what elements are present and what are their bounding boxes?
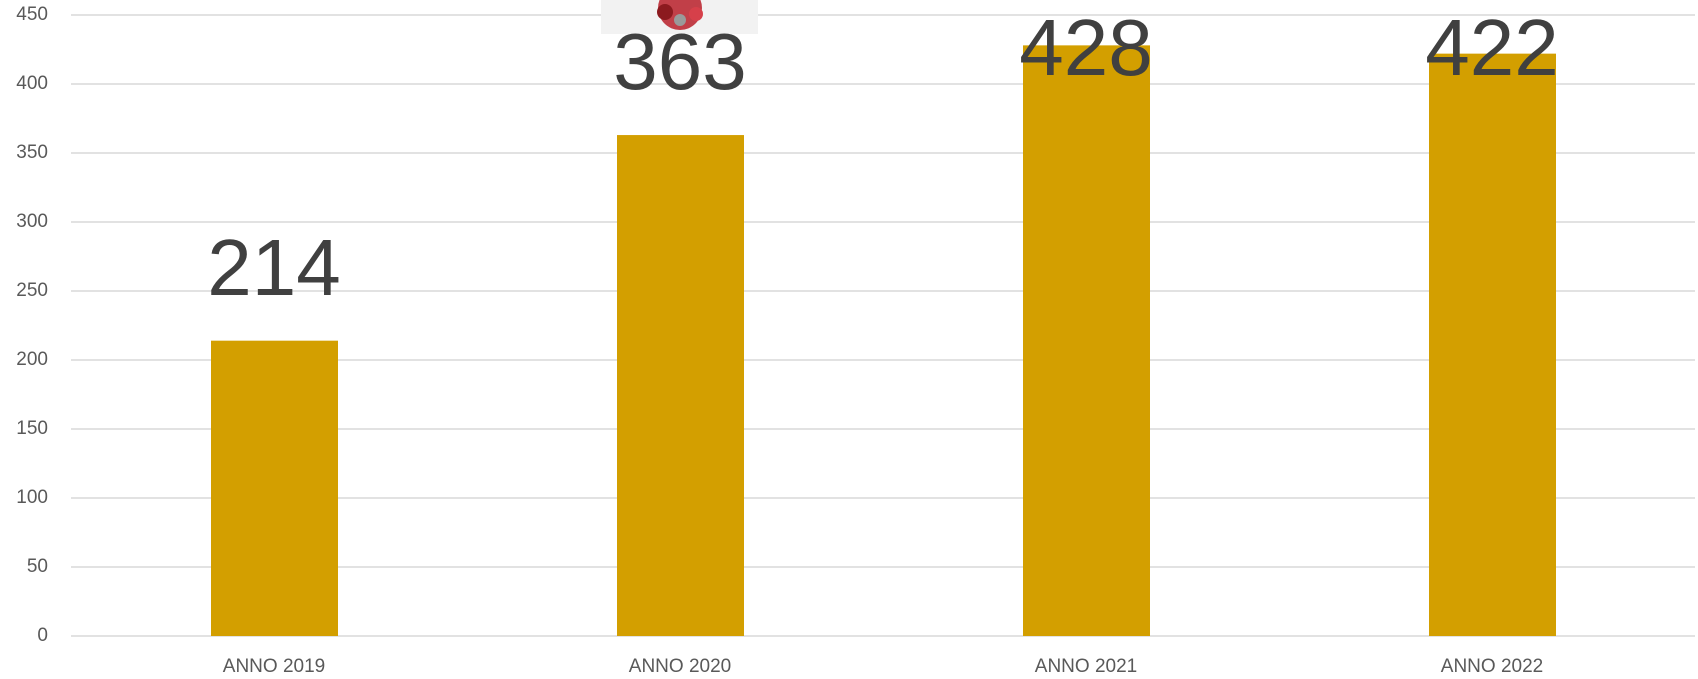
x-tick-label: ANNO 2020 bbox=[629, 656, 731, 677]
bar bbox=[1023, 45, 1150, 637]
bar bbox=[211, 340, 338, 636]
bar bbox=[617, 135, 744, 636]
virus-image bbox=[601, 0, 758, 34]
bar bbox=[1429, 53, 1556, 636]
y-tick-label: 250 bbox=[16, 280, 48, 301]
value-label: 363 bbox=[613, 17, 746, 106]
y-tick-label: 400 bbox=[16, 73, 48, 94]
x-tick-label: ANNO 2019 bbox=[223, 656, 325, 677]
y-tick-label: 50 bbox=[27, 556, 48, 577]
value-label: 214 bbox=[207, 223, 340, 312]
value-label: 428 bbox=[1019, 3, 1152, 92]
y-tick-label: 300 bbox=[16, 211, 48, 232]
y-tick-label: 150 bbox=[16, 418, 48, 439]
x-tick-label: ANNO 2022 bbox=[1441, 656, 1543, 677]
y-tick-label: 100 bbox=[16, 487, 48, 508]
value-label: 422 bbox=[1425, 3, 1558, 92]
y-tick-label: 450 bbox=[16, 4, 48, 25]
x-tick-label: ANNO 2021 bbox=[1035, 656, 1137, 677]
y-tick-label: 200 bbox=[16, 349, 48, 370]
y-tick-label: 0 bbox=[37, 625, 48, 646]
y-tick-label: 350 bbox=[16, 142, 48, 163]
